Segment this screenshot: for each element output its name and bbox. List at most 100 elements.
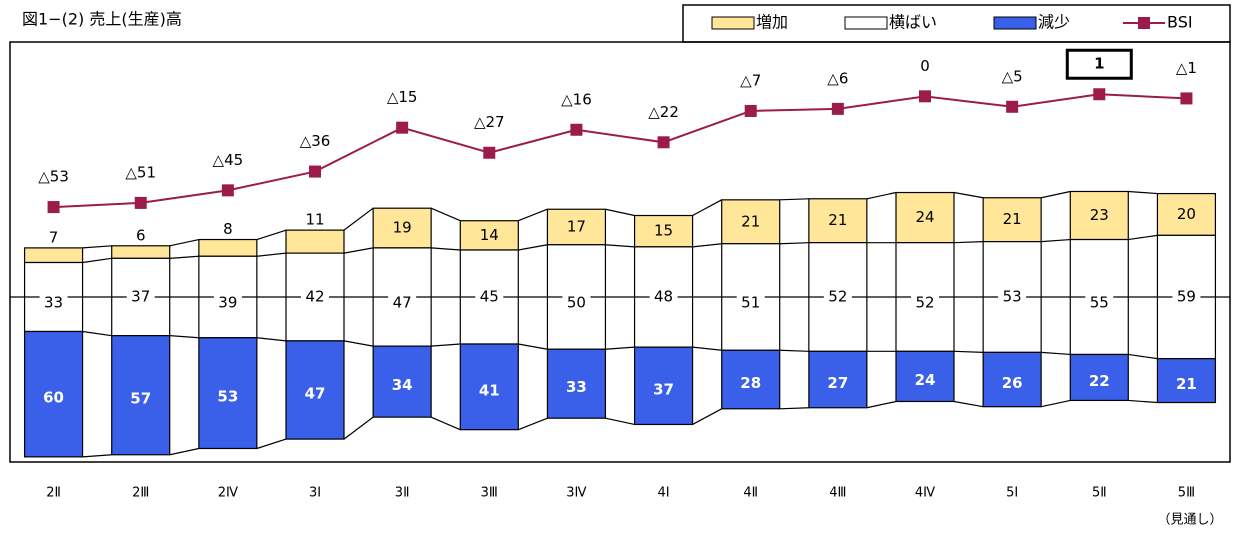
- decrease-label: 24: [915, 371, 936, 389]
- flat-label: 53: [1003, 288, 1022, 306]
- increase-label: 15: [654, 222, 673, 240]
- flat-label-bg: [649, 284, 678, 302]
- connector: [605, 208, 635, 217]
- flat-label: 50: [567, 294, 586, 312]
- connector: [1128, 190, 1158, 195]
- bsi-label: △22: [648, 103, 679, 121]
- decrease-label: 41: [479, 381, 500, 399]
- bsi-label: △7: [740, 71, 761, 89]
- bar-decrease: [546, 348, 607, 419]
- bar-decrease: [372, 345, 432, 418]
- decrease-label: 27: [827, 374, 848, 392]
- decrease-label: 37: [653, 380, 674, 398]
- flat-label: 39: [218, 294, 237, 312]
- connector: [169, 447, 199, 456]
- connector: [256, 337, 287, 342]
- flat-label: 47: [393, 294, 412, 312]
- bar-increase: [1156, 192, 1217, 236]
- bar-decrease: [111, 335, 171, 456]
- flat-label: 37: [131, 288, 150, 306]
- connector: [692, 199, 722, 217]
- bsi-label: △16: [561, 90, 592, 108]
- flat-label: 55: [1090, 294, 1109, 312]
- bsi-marker: [1180, 92, 1193, 105]
- connector: [256, 252, 287, 257]
- plot-frame: [9, 41, 1231, 463]
- x-tick-label: 3Ⅳ: [566, 486, 586, 501]
- connector: [605, 417, 635, 426]
- decrease-label: 60: [43, 389, 64, 407]
- bsi-marker: [831, 102, 844, 115]
- bar-decrease: [459, 343, 519, 431]
- connector: [1041, 190, 1071, 199]
- flat-label: 52: [828, 288, 847, 306]
- connector: [779, 407, 809, 410]
- bsi-marker: [134, 196, 147, 209]
- x-tick-label: 2Ⅱ: [46, 486, 61, 501]
- flat-label-bg: [1172, 284, 1201, 302]
- connector: [343, 247, 374, 254]
- bsi-label: △27: [474, 113, 505, 131]
- increase-label: 6: [136, 226, 146, 244]
- bar-increase: [23, 247, 84, 264]
- bar-increase: [633, 214, 694, 248]
- bsi-label: 1: [1094, 55, 1104, 73]
- connector: [1041, 351, 1071, 356]
- flat-label-bg: [39, 290, 68, 308]
- decrease-label: 47: [305, 384, 326, 402]
- legend-swatch: [711, 16, 755, 30]
- bsi-label: △15: [387, 88, 418, 106]
- bsi-marker: [1093, 88, 1106, 101]
- connector: [343, 207, 374, 231]
- connector: [866, 191, 897, 200]
- connector: [256, 229, 287, 241]
- bsi-label: △36: [300, 132, 331, 150]
- connector: [605, 244, 635, 248]
- flat-label: 48: [654, 288, 673, 306]
- connector: [431, 343, 461, 347]
- x-tick-label: 3Ⅲ: [481, 486, 498, 501]
- flat-label: 45: [480, 288, 499, 306]
- flat-label-bg: [388, 290, 417, 308]
- bar-increase: [285, 229, 345, 254]
- bsi-label: △45: [213, 151, 244, 169]
- bar-decrease: [285, 340, 345, 440]
- flat-label: 52: [915, 294, 934, 312]
- legend-label: 増加: [756, 13, 788, 32]
- chart-title: 図1−(2) 売上(生産)高: [22, 10, 182, 29]
- bar-decrease: [198, 337, 258, 450]
- flat-label: 59: [1177, 288, 1196, 306]
- connector: [1128, 234, 1158, 241]
- flat-label-bg: [213, 290, 242, 308]
- connector: [518, 343, 548, 350]
- bar-decrease: [633, 346, 694, 426]
- bsi-label: △1: [1176, 59, 1197, 77]
- bsi-marker: [483, 146, 496, 159]
- connector: [953, 400, 984, 408]
- flat-label-bg: [1085, 290, 1114, 308]
- x-tick-label: 4Ⅳ: [915, 486, 935, 501]
- bar-increase: [895, 191, 955, 244]
- flat-label: 42: [305, 288, 324, 306]
- bsi-label: △53: [38, 168, 69, 186]
- x-tick-label: 4Ⅱ: [743, 486, 758, 501]
- connector: [430, 416, 461, 431]
- flat-label-bg: [562, 290, 591, 308]
- decrease-label: 33: [566, 378, 587, 396]
- flat-label-bg: [475, 284, 504, 302]
- bar-increase: [721, 199, 781, 245]
- connector: [692, 408, 722, 425]
- x-tick-label: 3Ⅰ: [309, 486, 321, 501]
- connector: [82, 454, 112, 458]
- connector: [343, 416, 374, 440]
- flat-label-bg: [998, 284, 1027, 302]
- x-tick-label: 5Ⅲ: [1178, 486, 1195, 501]
- flat-label: 33: [44, 294, 63, 312]
- connector: [953, 350, 984, 353]
- connector: [518, 244, 548, 251]
- increase-label: 19: [393, 219, 412, 237]
- flat-label: 51: [741, 294, 760, 312]
- flat-label-bg: [911, 290, 939, 308]
- bar-decrease: [1156, 358, 1217, 404]
